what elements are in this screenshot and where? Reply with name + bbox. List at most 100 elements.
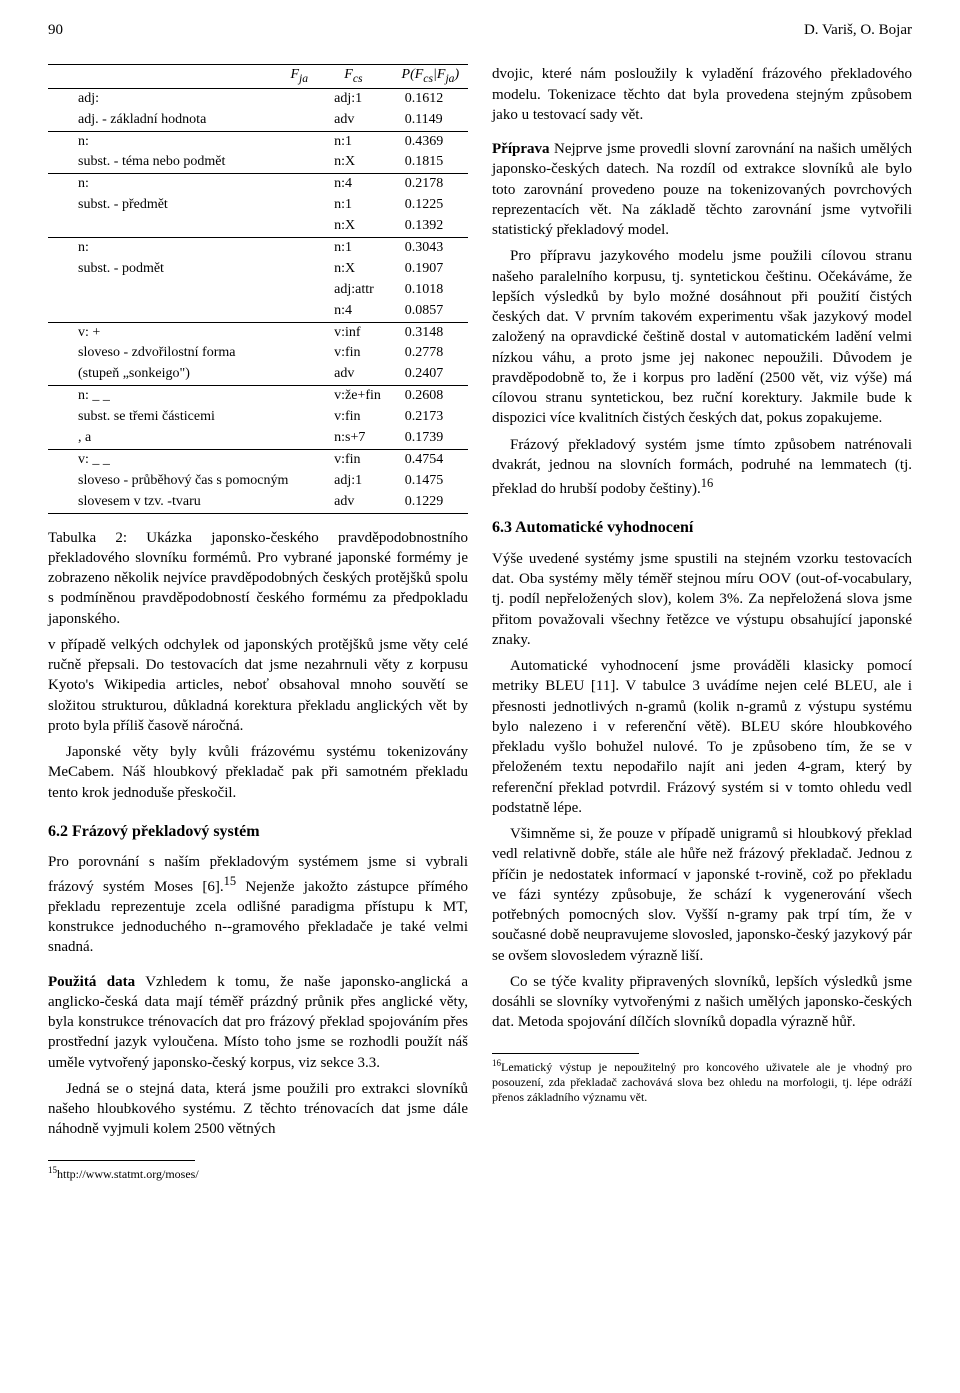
- table-row: sloveso - průběhový čas s pomocnýmadj:10…: [48, 471, 468, 492]
- cell-fcs: adv: [314, 110, 393, 131]
- footnote-16: 16Lematický výstup je nepoužitelný pro k…: [492, 1058, 912, 1105]
- col-fja: Fja: [48, 65, 314, 89]
- para-l1: v případě velkých odchylek od japonských…: [48, 635, 468, 736]
- cell-fcs: adj:attr: [314, 280, 393, 301]
- para-r1: dvojic, které nám posloužily k vyladění …: [492, 64, 912, 125]
- table-row: v: _ _v:fin0.4754: [48, 449, 468, 470]
- table-row: sloveso - zdvořilostní formav:fin0.2778: [48, 343, 468, 364]
- cell-p: 0.4754: [393, 449, 468, 470]
- formeme-table: Fja Fcs P(Fcs|Fja) adj:adj:10.1612adj. -…: [48, 64, 468, 513]
- cell-p: 0.1149: [393, 110, 468, 131]
- cell-fcs: n:s+7: [314, 428, 393, 449]
- table-row: slovesem v tzv. -tvaruadv0.1229: [48, 492, 468, 513]
- cell-fja: [48, 216, 314, 237]
- left-column: Fja Fcs P(Fcs|Fja) adj:adj:10.1612adj. -…: [48, 64, 468, 1187]
- col-p: P(Fcs|Fja): [393, 65, 468, 89]
- table-row: subst. - předmětn:10.1225: [48, 195, 468, 216]
- footnote-rule-r: [492, 1053, 639, 1054]
- cell-fja: n:: [48, 131, 314, 152]
- cell-fcs: n:1: [314, 238, 393, 259]
- cell-fja: [48, 280, 314, 301]
- col-fcs: Fcs: [314, 65, 393, 89]
- cell-fcs: n:1: [314, 131, 393, 152]
- cell-p: 0.1229: [393, 492, 468, 513]
- cell-fja: n:: [48, 174, 314, 195]
- cell-fja: sloveso - průběhový čas s pomocným: [48, 471, 314, 492]
- cell-fja: subst. se třemi částicemi: [48, 407, 314, 428]
- cell-p: 0.1815: [393, 152, 468, 173]
- cell-p: 0.2407: [393, 364, 468, 385]
- cell-p: 0.2178: [393, 174, 468, 195]
- cell-fja: subst. - podmět: [48, 259, 314, 280]
- cell-fcs: n:4: [314, 174, 393, 195]
- table-row: subst. se třemi částicemiv:fin0.2173: [48, 407, 468, 428]
- table-row: adj:adj:10.1612: [48, 88, 468, 109]
- cell-p: 0.3148: [393, 322, 468, 343]
- cell-p: 0.3043: [393, 238, 468, 259]
- page-header: 90 D. Variš, O. Bojar: [48, 20, 912, 40]
- table-row: adj. - základní hodnotaadv0.1149: [48, 110, 468, 131]
- para-r2: Příprava Nejprve jsme provedli slovní za…: [492, 139, 912, 240]
- cell-fja: (stupeň „sonkeigo"): [48, 364, 314, 385]
- cell-p: 0.1018: [393, 280, 468, 301]
- runin-priprava: Příprava: [492, 141, 550, 157]
- cell-fcs: v:že+fin: [314, 386, 393, 407]
- footnote-15: 15http://www.statmt.org/moses/: [48, 1165, 468, 1182]
- cell-fja: n:: [48, 238, 314, 259]
- cell-fja: adj. - základní hodnota: [48, 110, 314, 131]
- para-r3: Pro přípravu jazykového modelu jsme použ…: [492, 246, 912, 428]
- table-row: subst. - podmětn:X0.1907: [48, 259, 468, 280]
- footnote-rule: [48, 1160, 195, 1161]
- table-row: n:40.0857: [48, 301, 468, 322]
- cell-p: 0.1907: [393, 259, 468, 280]
- cell-p: 0.4369: [393, 131, 468, 152]
- cell-fja: slovesem v tzv. -tvaru: [48, 492, 314, 513]
- para-l2: Japonské věty byly kvůli frázovému systé…: [48, 742, 468, 803]
- table-row: v: +v:inf0.3148: [48, 322, 468, 343]
- para-l4: Použitá data Vzhledem k tomu, že naše ja…: [48, 972, 468, 1073]
- cell-fja: v: _ _: [48, 449, 314, 470]
- cell-p: 0.0857: [393, 301, 468, 322]
- cell-fja: sloveso - zdvořilostní forma: [48, 343, 314, 364]
- cell-p: 0.1739: [393, 428, 468, 449]
- heading-6-2: 6.2 Frázový překladový systém: [48, 821, 468, 843]
- cell-fcs: v:fin: [314, 407, 393, 428]
- cell-fcs: adj:1: [314, 88, 393, 109]
- cell-p: 0.1612: [393, 88, 468, 109]
- table-row: (stupeň „sonkeigo")adv0.2407: [48, 364, 468, 385]
- cell-fcs: v:inf: [314, 322, 393, 343]
- table-row: n:n:10.4369: [48, 131, 468, 152]
- runin-pouzita-data: Použitá data: [48, 974, 135, 990]
- cell-fja: , a: [48, 428, 314, 449]
- cell-fja: subst. - téma nebo podmět: [48, 152, 314, 173]
- cell-fja: adj:: [48, 88, 314, 109]
- cell-fcs: v:fin: [314, 449, 393, 470]
- cell-fcs: n:X: [314, 152, 393, 173]
- cell-fcs: n:X: [314, 259, 393, 280]
- cell-p: 0.1392: [393, 216, 468, 237]
- cell-fcs: n:X: [314, 216, 393, 237]
- cell-fja: [48, 301, 314, 322]
- table-row: adj:attr0.1018: [48, 280, 468, 301]
- page-number: 90: [48, 20, 63, 40]
- authors: D. Variš, O. Bojar: [804, 20, 912, 40]
- cell-fcs: adv: [314, 492, 393, 513]
- para-r8: Co se týče kvality připravených slovníků…: [492, 972, 912, 1033]
- cell-fcs: n:4: [314, 301, 393, 322]
- para-r5: Výše uvedené systémy jsme spustili na st…: [492, 549, 912, 650]
- para-r4: Frázový překladový systém jsme tímto způ…: [492, 435, 912, 500]
- cell-fja: v: +: [48, 322, 314, 343]
- table-row: , an:s+70.1739: [48, 428, 468, 449]
- para-r7: Všimněme si, že pouze v případě unigramů…: [492, 824, 912, 966]
- table-row: subst. - téma nebo podmětn:X0.1815: [48, 152, 468, 173]
- cell-fcs: adv: [314, 364, 393, 385]
- para-r6: Automatické vyhodnocení jsme prováděli k…: [492, 656, 912, 818]
- cell-p: 0.1225: [393, 195, 468, 216]
- cell-p: 0.2608: [393, 386, 468, 407]
- cell-fja: subst. - předmět: [48, 195, 314, 216]
- heading-6-3: 6.3 Automatické vyhodnocení: [492, 517, 912, 539]
- table-row: n:X0.1392: [48, 216, 468, 237]
- table-row: n: _ _v:že+fin0.2608: [48, 386, 468, 407]
- cell-fja: n: _ _: [48, 386, 314, 407]
- para-l5: Jedná se o stejná data, která jsme použi…: [48, 1079, 468, 1140]
